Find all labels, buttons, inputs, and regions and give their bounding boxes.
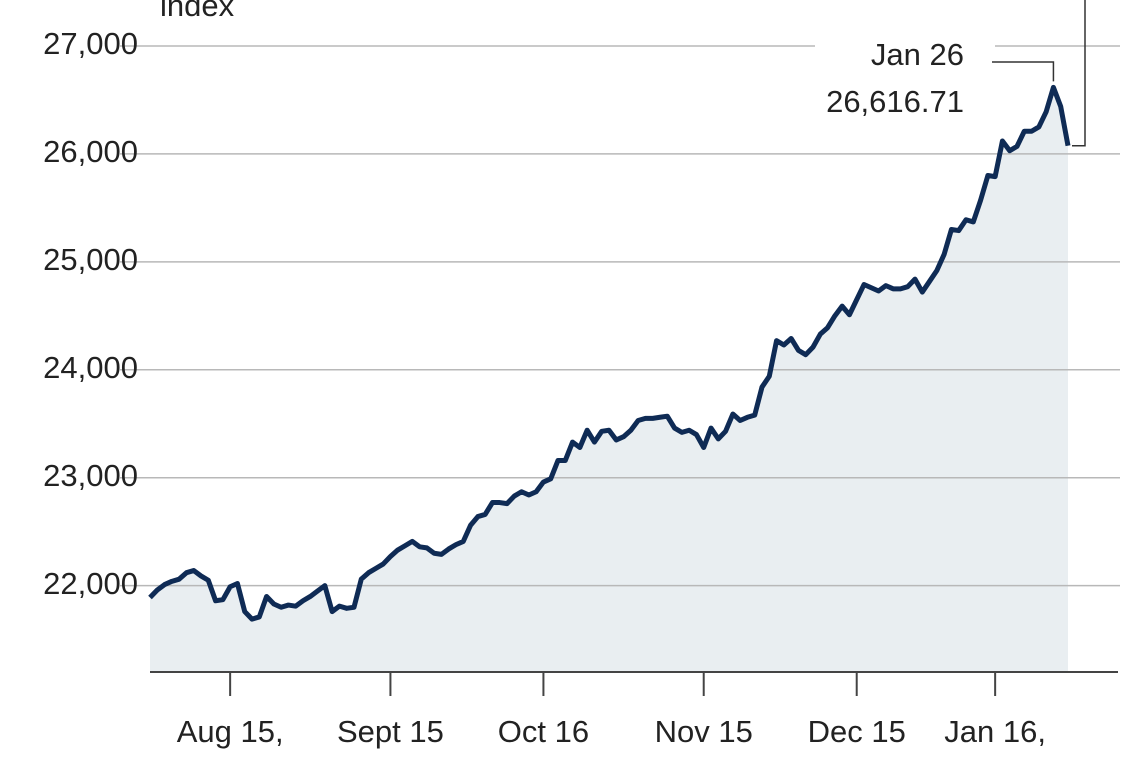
annotation-background bbox=[815, 28, 995, 128]
x-tick-label: Aug 15, bbox=[177, 714, 284, 749]
y-tick-label: 27,000 bbox=[43, 26, 138, 61]
x-tick-label: Jan 16, bbox=[944, 714, 1046, 749]
y-tick-label: 25,000 bbox=[43, 242, 138, 277]
x-tick-label: Sept 15 bbox=[337, 714, 444, 749]
line bbox=[148, 84, 1071, 622]
area bbox=[150, 87, 1068, 672]
last-value-leader bbox=[1072, 0, 1086, 147]
annotation-leader bbox=[992, 61, 1055, 82]
x-tick-label: Nov 15 bbox=[655, 714, 753, 749]
x-tick-label: Dec 15 bbox=[808, 714, 906, 749]
y-tick-label: 23,000 bbox=[43, 458, 138, 493]
x-tick-label: Oct 16 bbox=[498, 714, 589, 749]
y-tick-label: 24,000 bbox=[43, 350, 138, 385]
y-tick-label: 26,000 bbox=[43, 134, 138, 169]
annotation-date: Jan 26 bbox=[871, 37, 964, 72]
y-axis-label: index bbox=[160, 0, 235, 23]
annotation-value: 26,616.71 bbox=[826, 84, 964, 119]
y-tick-label: 22,000 bbox=[43, 566, 138, 601]
